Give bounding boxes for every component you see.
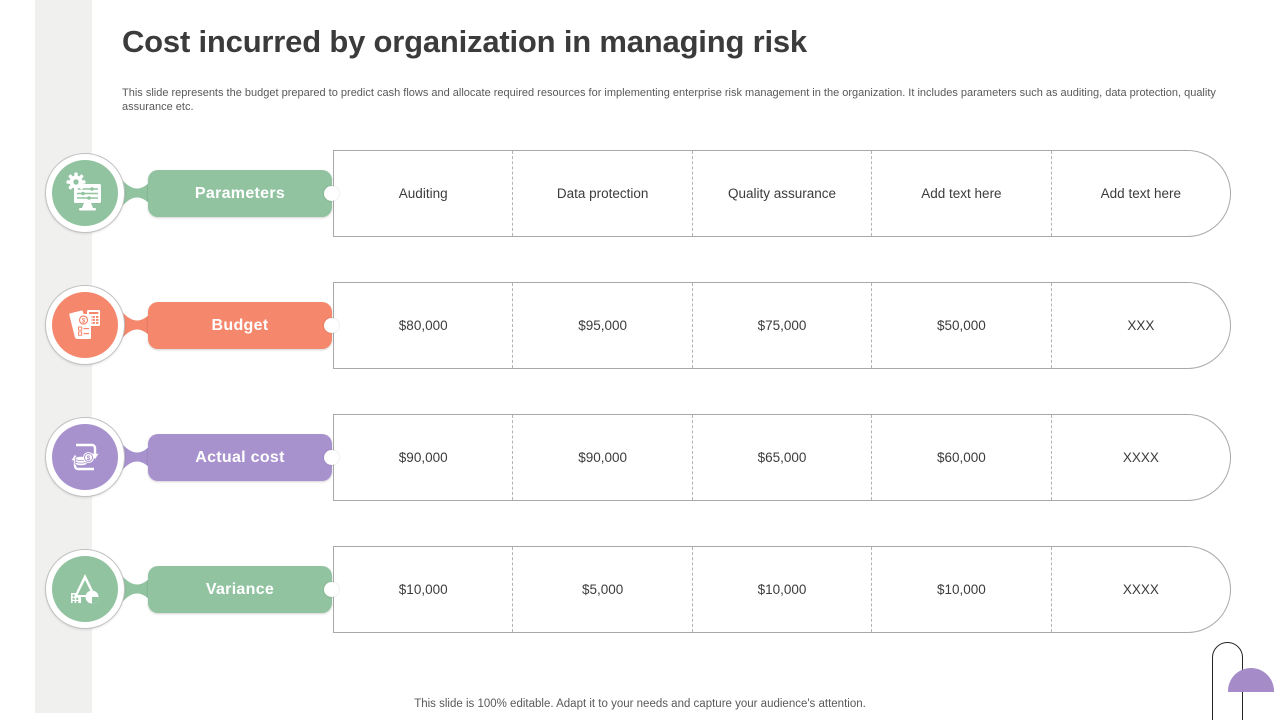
calculator-document-icon: $ [69,310,100,339]
settings-monitor-icon [66,172,101,211]
cell-budget-1: $80,000 [334,283,514,368]
cell-parameters-5-placeholder[interactable]: Add text here [1100,186,1181,201]
connector-shape [120,177,154,209]
connector-dot [324,450,339,465]
row-label-budget: Budget [148,302,332,349]
parameters-icon-badge [45,153,125,233]
cell-budget-2: $95,000 [513,283,693,368]
cell-budget-5-placeholder[interactable]: XXX [1127,318,1155,333]
budget-values-row: $80,000 $95,000 $75,000 $50,000 XXX [333,282,1231,369]
cell-budget-3: $75,000 [693,283,873,368]
cell-parameters-4-placeholder[interactable]: Add text here [872,151,1052,236]
connector-shape [120,309,154,341]
slide-description: This slide represents the budget prepare… [122,87,1216,113]
cell-variance-1: $10,000 [334,547,514,632]
row-label-parameters: Parameters [148,170,332,217]
actual-cost-values-row: $90,000 $90,000 $65,000 $60,000 XXXX [333,414,1231,501]
cell-actual-2: $90,000 [513,415,693,500]
cell-actual-3: $65,000 [693,415,873,500]
cell-actual-1: $90,000 [334,415,514,500]
svg-text:$: $ [87,455,91,462]
connector-dot [324,582,339,597]
connector-dot [324,318,339,333]
money-cycle-icon: $ [71,443,99,471]
connector-shape [120,441,154,473]
cell-actual-4: $60,000 [872,415,1052,500]
cell-actual-5-placeholder[interactable]: XXXX [1122,450,1159,465]
cell-variance-2: $5,000 [513,547,693,632]
svg-text:$: $ [82,317,86,324]
table-row-parameters: Parameters Auditing Data protection Qual… [0,150,1280,237]
editable-note: This slide is 100% editable. Adapt it to… [414,698,866,710]
cell-variance-4: $10,000 [872,547,1052,632]
page-title: Cost incurred by organization in managin… [122,24,807,59]
table-row-variance: Variance $10,000 $5,000 $10,000 $10,000 … [0,546,1280,633]
variance-icon-badge [45,549,125,629]
actual-cost-icon-badge: $ [45,417,125,497]
cell-variance-5-placeholder[interactable]: XXXX [1122,582,1159,597]
parameters-values-row: Auditing Data protection Quality assuran… [333,150,1231,237]
cell-parameters-1: Auditing [334,151,514,236]
cell-parameters-3: Quality assurance [693,151,873,236]
cell-budget-4: $50,000 [872,283,1052,368]
table-row-actual-cost: $ Actual cost $90,000 $90,000 $65,000 $6… [0,414,1280,501]
cell-parameters-2: Data protection [513,151,693,236]
connector-shape [120,573,154,605]
connector-dot [324,186,339,201]
cell-variance-3: $10,000 [693,547,873,632]
row-label-actual-cost: Actual cost [148,434,332,481]
table-row-budget: $ Budget $80,000 $95,000 $75,000 $50,000… [0,282,1280,369]
budget-icon-badge: $ [45,285,125,365]
variance-values-row: $10,000 $5,000 $10,000 $10,000 XXXX [333,546,1231,633]
row-label-variance: Variance [148,566,332,613]
shapes-variance-icon [71,574,99,604]
